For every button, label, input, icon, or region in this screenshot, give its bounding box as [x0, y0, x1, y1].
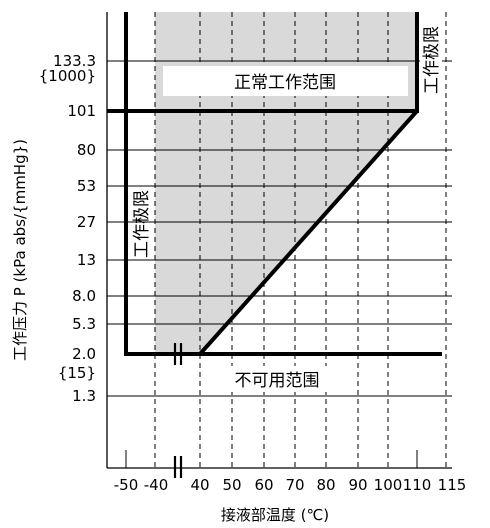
x-tick-label-2: 40: [190, 476, 209, 494]
diagonal-limit-line: [198, 109, 419, 356]
y-tick-label-8: 80: [77, 141, 96, 159]
x-tick-label-9: 110: [403, 476, 432, 494]
right-limit-label-box: [420, 14, 442, 106]
x-axis-title: 接液部温度 (℃): [221, 506, 329, 524]
y-tick-label-5: 13: [77, 251, 96, 269]
y-tick-label-6: 27: [77, 213, 96, 231]
y-tick-label-7: 53: [77, 177, 96, 195]
y-tick-label-11: 133.3: [53, 52, 96, 70]
y-tick-label-0: 1.3: [72, 387, 96, 405]
right-limit-label: 工作极限: [422, 26, 442, 94]
boundary-layer: [107, 12, 442, 356]
y-axis-title: 工作压力 P (kPa abs/{mmHg}): [11, 139, 29, 361]
y-tick-label-3: 5.3: [72, 315, 96, 333]
x-tick-label-7: 90: [348, 476, 367, 494]
y-tick-label-1: {15}: [58, 364, 96, 382]
x-tick-label-6: 80: [316, 476, 335, 494]
axes-layer: [106, 12, 452, 478]
y-tick-label-2: 2.0: [72, 345, 96, 363]
shaded-region-layer: [155, 12, 417, 354]
x-tick-label-0: -50: [114, 476, 139, 494]
y-tick-label-10: {1000}: [39, 67, 96, 85]
left-limit-label: 工作极限: [132, 190, 152, 258]
y-tick-label-9: 101: [67, 102, 96, 120]
normal-region-label-box: [163, 66, 408, 96]
y-tick-label-4: 8.0: [72, 287, 96, 305]
x-tick-label-5: 70: [285, 476, 304, 494]
x-tick-label-3: 50: [222, 476, 241, 494]
unusable-region-label-box: [213, 366, 341, 392]
labels-layer: -50 -40 40 50 60 70 80 90 100 110 115 1.3 {15}2.0 5.3…: [11, 14, 466, 524]
unusable-region-label: 不可用范围: [235, 371, 320, 391]
normal-region-label: 正常工作范围: [234, 73, 336, 93]
x-tick-label-10: 115: [438, 476, 467, 494]
shaded-normal-region: [155, 12, 417, 354]
x-tick-label-4: 60: [254, 476, 273, 494]
x-tick-label-1: -40: [144, 476, 169, 494]
x-tick-label-8: 100: [374, 476, 403, 494]
